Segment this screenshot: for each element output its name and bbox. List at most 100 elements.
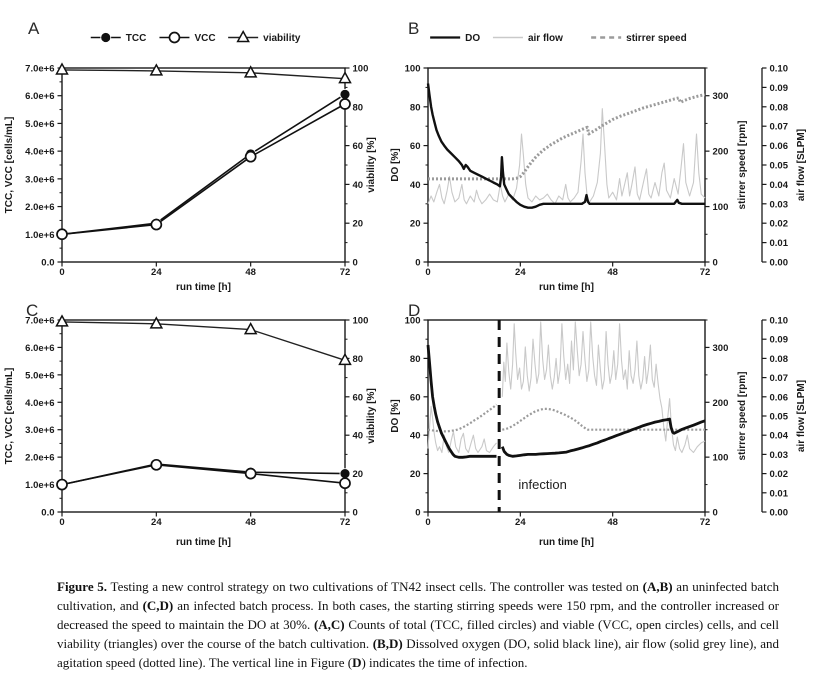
tick-label: 72 [340,517,351,528]
tick-label: 4.0e+6 [25,147,54,158]
series-vcc-marker [244,150,257,163]
tick-label: 48 [607,267,618,278]
left-axis-title: DO [%] [390,148,401,181]
tick-label: 80 [410,102,421,113]
tick-label: 24 [151,267,162,278]
tick-label: 0.08 [770,102,789,113]
series-viability-marker [55,314,69,327]
legend-label: TCC [126,33,147,44]
tick-label: 48 [245,517,256,528]
tick-label: 0.00 [770,258,789,269]
series-do [426,83,705,209]
tick-label: 3.0e+6 [25,174,54,185]
tick-label: 0.01 [770,488,789,499]
right-axis-title: stirrer speed [rpm] [737,121,748,210]
tick-label: 40 [353,431,364,442]
tick-label: 0.06 [770,392,789,403]
series-do [500,417,706,458]
panel-d-chart: 0 24 48 72 run time [h] 0 20 40 60 80 100 DO [%] 0 10… [390,301,807,548]
tick-label: 20 [410,469,421,480]
tick-label: 5.0e+6 [25,119,54,130]
tick-label: 0.09 [770,83,789,94]
tick-label: 40 [410,180,421,191]
tick-label: 0.0 [41,508,54,519]
tick-label: 0 [353,258,358,269]
series-vcc-marker [56,228,68,241]
series-tcc [61,93,346,236]
far-right-axis-title: air flow [SLPM] [796,129,807,201]
x-axis-title: run time [h] [176,282,231,293]
x-axis-title: run time [h] [176,537,231,548]
tick-label: 7.0e+6 [25,316,54,327]
tick-label: 40 [410,431,421,442]
series-vcc-marker [339,477,351,490]
series-do [426,344,497,459]
x-axis-title: run time [h] [539,537,594,548]
tick-label: 24 [515,267,526,278]
tick-label: 72 [700,267,711,278]
infection-label: infection [518,477,566,492]
tick-label: 0.09 [770,335,789,346]
right-axis-title: viability [%] [366,137,377,193]
series-viability-marker [338,71,352,84]
tick-label: 0.02 [770,469,789,480]
plot-frame [61,67,346,263]
tick-label: 0 [415,258,420,269]
panel-label-d: D [408,301,420,320]
tick-label: 0.06 [770,141,789,152]
tick-label: 1.0e+6 [25,480,54,491]
panel-label-a: A [28,19,40,38]
series-viability-marker [149,316,164,329]
tick-label: 0.05 [770,412,789,423]
tick-label: 60 [410,392,421,403]
tick-label: 0.04 [770,431,789,442]
tick-label: 3.0e+6 [25,425,54,436]
series-viability [61,321,346,361]
tick-label: 200 [713,398,729,409]
tick-label: 0.07 [770,373,789,384]
plot-frame [61,319,346,513]
tick-label: 0 [59,517,64,528]
tick-label: 0.00 [770,508,789,519]
tick-label: 300 [713,343,729,354]
tick-label: 80 [353,354,364,365]
legend-label: air flow [528,33,563,44]
figure-caption: Figure 5. Testing a new control strategy… [57,579,780,670]
tick-label: 0.07 [770,122,789,133]
series-vcc [61,464,346,486]
tick-label: 2.0e+6 [25,453,54,464]
tick-label: 1.0e+6 [25,230,54,241]
series-vcc-marker [56,478,68,491]
tick-label: 0 [713,508,718,519]
series-air-flow [501,321,706,454]
panel-b-chart: 0 24 48 72 run time [h] 0 20 40 60 80 100 DO [%] 0 10… [390,19,807,293]
tick-label: 60 [353,392,364,403]
tick-label: 0 [425,267,430,278]
series-vcc-marker [339,98,351,110]
series-air-flow [427,405,497,454]
series-vcc-marker [150,218,163,231]
series-viability-marker [243,65,258,78]
tick-label: 80 [410,354,421,365]
series-vcc-marker [244,467,257,480]
tick-label: 0 [353,508,358,519]
series-viability-marker [243,322,258,335]
series-stirrer-speed [428,93,706,181]
tick-label: 100 [405,316,421,327]
tick-label: 48 [245,267,256,278]
tick-label: 48 [607,517,618,528]
far-right-axis-title: air flow [SLPM] [796,380,807,452]
tick-label: 40 [353,180,364,191]
tick-label: 80 [353,102,364,113]
tick-label: 0.01 [770,238,789,249]
tick-label: 6.0e+6 [25,91,54,102]
tick-label: 0 [713,258,718,269]
panel-a-chart: 0 24 48 72 run time [h] 0.0 1.0e+6 2.0e+6 3.0e+6… [4,19,377,293]
series-tcc [61,463,346,486]
legend-marker [236,29,250,43]
tick-label: 20 [353,219,364,230]
series-viability-marker [338,352,352,366]
tick-label: 200 [713,147,729,158]
tick-label: 0.03 [770,199,789,210]
